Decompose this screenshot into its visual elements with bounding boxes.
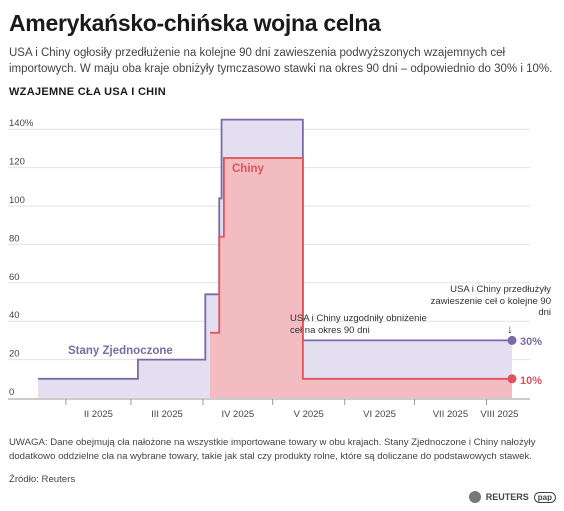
page-title: Amerykańsko-chińska wojna celna bbox=[9, 10, 381, 36]
y-tick-label: 20 bbox=[9, 349, 20, 360]
china-series-end-point bbox=[507, 374, 517, 384]
y-tick-label: 80 bbox=[9, 233, 20, 244]
x-axis: II 2025 III 2025 IV 2025 V 2025 VI 2025 VII 2… bbox=[8, 398, 530, 420]
reuters-logo-icon bbox=[468, 491, 481, 503]
usa-series-end-point bbox=[507, 335, 517, 345]
y-tick-label: 40 bbox=[9, 310, 20, 321]
x-tick-label: VIII 2025 bbox=[480, 409, 518, 420]
footnote: UWAGA: Dane obejmują cła nałożone na wsz… bbox=[9, 437, 536, 462]
y-tick-label: 140% bbox=[9, 118, 34, 129]
y-tick-label: 100 bbox=[9, 195, 25, 206]
tariff-chart: 0 20 40 60 80 100 120 140% II 2025 III 2025 IV 20… bbox=[8, 118, 551, 420]
usa-end-label: 30% bbox=[520, 336, 542, 348]
chart-section-label: WZAJEMNE CŁA USA I CHIN bbox=[9, 86, 167, 98]
credits: REUTERS pap bbox=[468, 491, 556, 503]
x-tick-label: III 2025 bbox=[151, 409, 183, 420]
china-end-label: 10% bbox=[520, 375, 542, 387]
annotation-arrow: ↓ bbox=[507, 322, 513, 336]
china-series-line bbox=[209, 157, 512, 380]
x-tick-label: IV 2025 bbox=[221, 409, 254, 420]
y-tick-label: 0 bbox=[9, 387, 14, 398]
page-subtitle: USA i Chiny ogłosiły przedłużenie na kol… bbox=[9, 47, 553, 75]
x-tick-label: VI 2025 bbox=[363, 409, 396, 420]
source-label: Źródło: Reuters bbox=[9, 474, 76, 485]
pap-credit: pap bbox=[533, 491, 556, 503]
annotation-may-cut: USA i Chiny uzgodniły obniżenie ceł na o… bbox=[290, 313, 427, 336]
annotation-extension: USA i Chiny przedłużyły zawieszenie ceł … bbox=[430, 284, 551, 318]
y-tick-label: 60 bbox=[9, 272, 20, 283]
reuters-credit: REUTERS bbox=[485, 492, 529, 502]
y-tick-label: 120 bbox=[9, 157, 25, 168]
x-tick-label: V 2025 bbox=[294, 409, 324, 420]
china-series-fill bbox=[209, 158, 513, 398]
x-tick-label: VII 2025 bbox=[433, 409, 468, 420]
china-series-label: Chiny bbox=[232, 163, 265, 175]
usa-series-label: Stany Zjednoczone bbox=[68, 345, 173, 357]
china-series-area bbox=[209, 157, 517, 398]
x-tick-label: II 2025 bbox=[84, 409, 113, 420]
